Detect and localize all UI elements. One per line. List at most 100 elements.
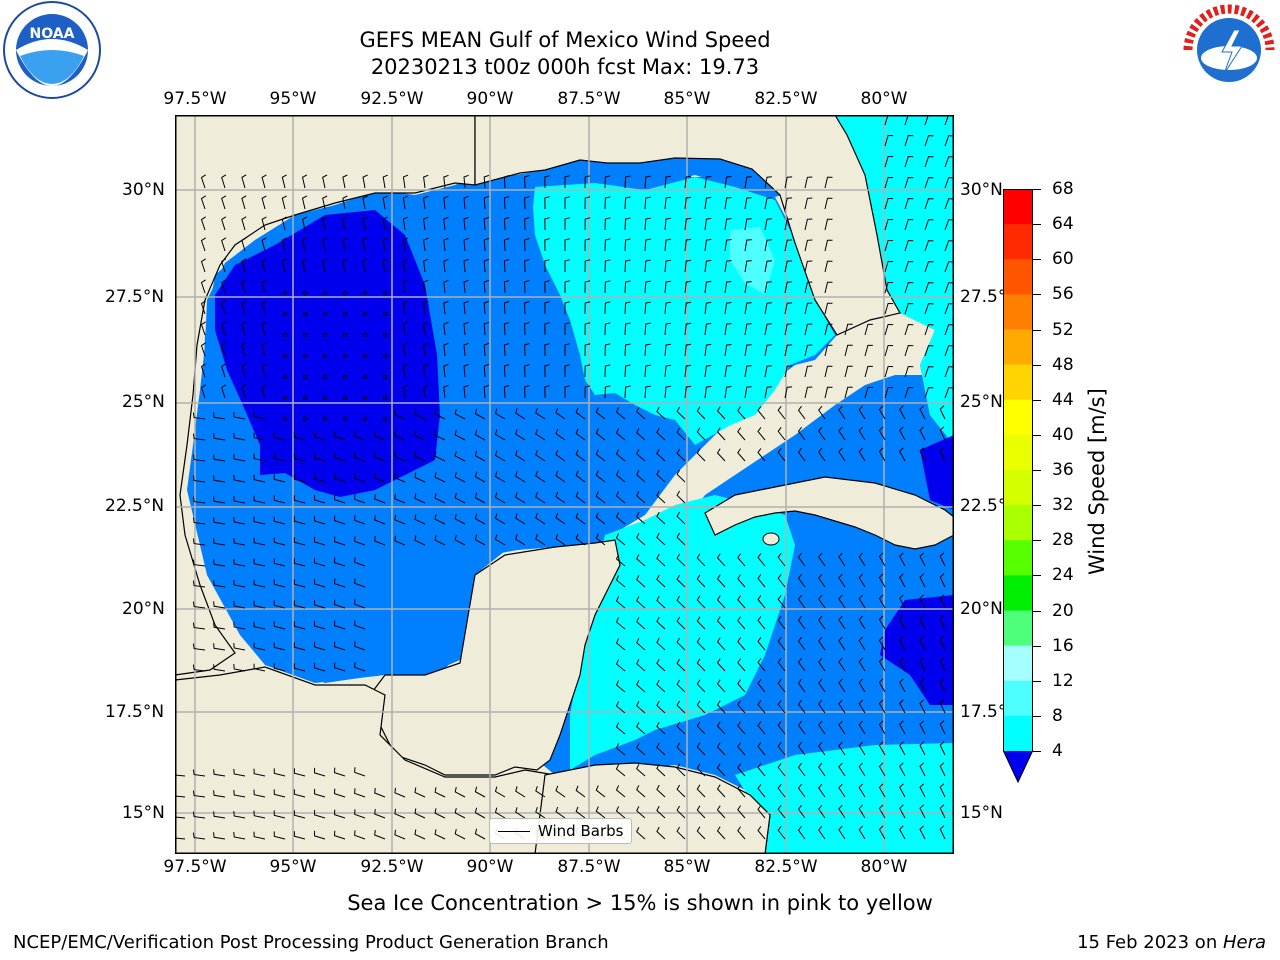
wind-barb <box>924 387 934 399</box>
wind-barb <box>443 237 449 252</box>
wind-barb <box>624 175 631 189</box>
wind-barb <box>878 783 886 798</box>
wind-barb <box>362 216 368 231</box>
wind-barb <box>333 494 346 504</box>
wind-barb <box>503 238 510 252</box>
wind-barb <box>213 580 226 588</box>
wind-barb <box>192 412 206 420</box>
wind-barb <box>544 280 550 294</box>
wind-barb <box>333 788 346 798</box>
wind-barb <box>818 762 826 777</box>
wind-barb <box>696 658 706 672</box>
wind-barb <box>804 260 813 273</box>
wind-barb <box>615 701 626 714</box>
wind-barb <box>374 431 386 441</box>
wind-barb <box>454 429 466 441</box>
wind-barb <box>342 195 348 210</box>
wind-barb <box>924 261 934 273</box>
wind-barb <box>656 616 666 630</box>
wind-barb <box>864 365 873 378</box>
wind-barb <box>281 237 287 252</box>
wind-barb <box>797 678 806 693</box>
wind-barb <box>636 659 646 672</box>
wind-barb <box>494 492 506 504</box>
wind-barb <box>333 641 346 651</box>
wind-barb <box>322 174 328 189</box>
wind-barb <box>301 216 308 231</box>
wind-barb <box>737 658 746 672</box>
wind-barb <box>374 452 386 462</box>
wind-barb-calm <box>322 374 328 380</box>
wind-barb <box>463 174 469 189</box>
wind-barb <box>175 816 186 819</box>
wind-barb <box>724 302 732 315</box>
wind-barb <box>716 616 726 630</box>
wind-barb <box>924 177 934 189</box>
wind-barb <box>555 449 566 462</box>
wind-barb <box>676 784 686 798</box>
wind-barb <box>454 408 466 420</box>
wind-barb <box>716 637 726 651</box>
wind-barb <box>644 238 651 252</box>
wind-barb <box>192 769 206 777</box>
wind-barb <box>878 426 886 441</box>
wind-barb <box>322 258 328 273</box>
wind-barb <box>919 825 926 840</box>
wind-barb <box>615 575 626 588</box>
wind-barb <box>777 616 786 630</box>
wind-barb <box>838 447 846 462</box>
colorbar-tick-label: 60 <box>1052 249 1074 270</box>
wind-barb <box>273 537 286 546</box>
wind-barb <box>402 195 409 210</box>
wind-barb <box>515 513 526 525</box>
wind-barb <box>213 769 226 777</box>
wind-barb <box>858 762 866 777</box>
wind-barb <box>696 784 706 798</box>
wind-barb <box>737 826 746 840</box>
wind-barb <box>293 831 306 840</box>
wind-barb <box>394 493 406 504</box>
wind-barb <box>656 595 666 609</box>
wind-barb <box>221 174 227 189</box>
lat-label-left: 20°N <box>122 599 165 619</box>
wind-barb <box>644 196 651 210</box>
wind-barb <box>878 552 886 567</box>
wind-barb <box>704 301 712 315</box>
wind-barb <box>664 196 671 210</box>
wind-barb <box>784 218 793 231</box>
lon-label-bottom: 82.5°W <box>754 857 818 877</box>
wind-barb <box>221 342 227 357</box>
wind-barb <box>818 405 826 420</box>
wind-barb <box>281 174 287 189</box>
wind-barb <box>939 552 946 567</box>
wind-barb <box>584 322 591 336</box>
wind-barb <box>838 615 846 630</box>
footer-left: NCEP/EMC/Verification Post Processing Pr… <box>13 932 609 953</box>
wind-barb <box>838 783 846 798</box>
wind-barb <box>716 574 726 588</box>
wind-barb <box>233 411 246 420</box>
wind-barb <box>858 405 866 420</box>
wind-barb <box>564 259 570 272</box>
wind-barb <box>939 804 946 819</box>
wind-barb <box>878 447 886 462</box>
wind-barb <box>575 449 586 462</box>
wind-barb <box>333 830 346 840</box>
colorbar-tick <box>1033 645 1041 647</box>
wind-barb <box>200 174 206 189</box>
wind-barb <box>704 175 712 189</box>
colorbar-tick-label: 64 <box>1052 214 1074 235</box>
wind-barb <box>221 300 227 315</box>
wind-barb <box>213 811 226 819</box>
wind-barb <box>474 492 486 504</box>
wind-barb <box>804 386 813 399</box>
wind-barb <box>443 363 449 378</box>
wind-barb <box>824 365 833 378</box>
wind-barb <box>333 662 346 672</box>
wind-barb <box>615 806 626 819</box>
wind-barb <box>676 826 686 840</box>
colorbar-tick <box>1033 610 1041 612</box>
wind-barb <box>656 469 666 483</box>
colorbar-tick <box>1033 224 1041 226</box>
wind-barb <box>544 343 550 357</box>
